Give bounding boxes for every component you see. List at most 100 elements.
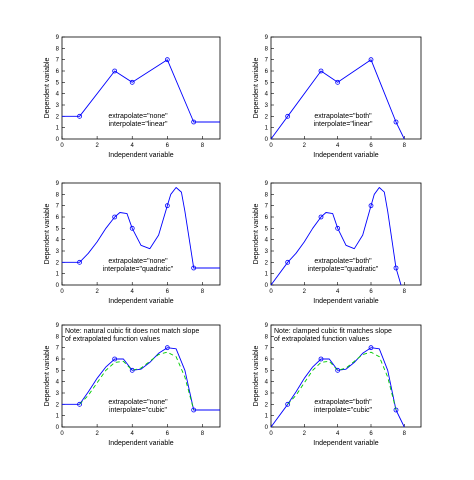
- y-tick-label: 3: [265, 103, 269, 109]
- y-tick-label: 0: [56, 137, 60, 143]
- y-tick-label: 2: [265, 114, 269, 120]
- note-line: of extrapolated function values: [65, 336, 160, 343]
- y-tick-label: 6: [56, 69, 60, 75]
- y-axis-label: Dependent variable: [44, 346, 51, 407]
- y-tick-label: 3: [56, 249, 60, 255]
- y-tick-label: 7: [56, 204, 60, 210]
- y-tick-label: 4: [265, 92, 269, 98]
- annotation-line: extrapolate="both": [314, 399, 372, 406]
- x-tick-label: 6: [166, 289, 170, 295]
- data-marker: [318, 214, 324, 220]
- interpolated-line: [270, 347, 405, 428]
- y-tick-label: 8: [56, 46, 60, 52]
- x-tick-label: 2: [95, 143, 99, 149]
- data-marker: [335, 225, 341, 231]
- chart-panel-1: 0 2 4 6 8 0 1 2 3 4 5 6 7 8 9 Independent variable Depen…: [44, 35, 221, 159]
- x-tick-label: 8: [403, 289, 407, 295]
- x-axis-label: Independent variable: [313, 440, 378, 447]
- x-axis-label: Independent variable: [313, 152, 378, 159]
- y-tick-label: 6: [265, 69, 269, 75]
- data-marker: [77, 401, 82, 407]
- y-tick-label: 6: [265, 215, 269, 221]
- data-marker: [368, 57, 374, 63]
- y-tick-label: 7: [56, 58, 60, 64]
- y-tick-label: 9: [56, 35, 60, 41]
- x-tick-label: 6: [369, 289, 373, 295]
- y-tick-label: 1: [265, 414, 269, 420]
- x-tick-label: 0: [60, 431, 64, 437]
- x-axis-label: Independent variable: [108, 298, 173, 305]
- interpolated-line: [62, 187, 220, 269]
- y-tick-label: 7: [265, 58, 269, 64]
- chart-panel-6: 0 2 4 6 8 0 1 2 3 4 5 6 7 8 9 Independent variable Depen…: [253, 323, 422, 447]
- y-tick-label: 0: [56, 283, 60, 289]
- data-marker: [393, 119, 399, 125]
- y-axis-label: Dependent variable: [44, 58, 51, 119]
- y-tick-label: 1: [56, 414, 60, 420]
- y-tick-label: 6: [265, 357, 269, 363]
- chart-panel-2: 0 2 4 6 8 0 1 2 3 4 5 6 7 8 9 Independent variable Depen…: [253, 35, 422, 159]
- y-tick-label: 8: [265, 46, 269, 52]
- annotation-line: extrapolate="none": [108, 399, 168, 406]
- axes-frame: [270, 324, 422, 428]
- note-line: of extrapolated function values: [274, 336, 369, 343]
- y-tick-label: 3: [56, 391, 60, 397]
- data-marker: [77, 259, 82, 265]
- x-tick-label: 0: [269, 143, 273, 149]
- x-tick-label: 8: [403, 431, 407, 437]
- axes-frame: [270, 36, 422, 140]
- x-tick-label: 2: [303, 431, 307, 437]
- y-tick-label: 8: [265, 192, 269, 198]
- y-tick-label: 0: [265, 283, 269, 289]
- y-tick-label: 4: [265, 238, 269, 244]
- data-marker: [191, 265, 197, 271]
- annotation-line: extrapolate="both": [314, 113, 372, 120]
- interpolated-line: [270, 59, 405, 140]
- data-marker: [164, 57, 170, 63]
- x-tick-label: 0: [60, 143, 64, 149]
- y-tick-label: 1: [56, 126, 60, 132]
- annotation-line: interpolate="cubic": [109, 407, 168, 414]
- chart-panel-4: 0 2 4 6 8 0 1 2 3 4 5 6 7 8 9 Independent variable Depen…: [253, 181, 422, 305]
- x-tick-label: 2: [95, 431, 99, 437]
- data-marker: [393, 407, 399, 413]
- y-tick-label: 8: [56, 334, 60, 340]
- interpolated-line: [62, 59, 220, 123]
- x-tick-label: 6: [166, 143, 170, 149]
- y-tick-label: 4: [265, 380, 269, 386]
- y-tick-label: 5: [56, 226, 60, 232]
- x-tick-label: 6: [369, 143, 373, 149]
- y-tick-label: 7: [56, 346, 60, 352]
- data-marker: [285, 113, 291, 119]
- y-tick-label: 2: [265, 402, 269, 408]
- data-marker: [368, 345, 374, 351]
- chart-panel-5: 0 2 4 6 8 0 1 2 3 4 5 6 7 8 9 Independent variable Depen…: [44, 323, 221, 447]
- x-axis-label: Independent variable: [313, 298, 378, 305]
- y-tick-label: 4: [56, 92, 60, 98]
- x-tick-label: 6: [166, 431, 170, 437]
- axes-frame: [61, 182, 221, 286]
- x-tick-label: 0: [269, 289, 273, 295]
- y-tick-label: 8: [56, 192, 60, 198]
- y-tick-label: 9: [265, 181, 269, 187]
- data-marker: [335, 79, 341, 85]
- x-tick-label: 4: [131, 289, 135, 295]
- y-tick-label: 1: [265, 272, 269, 278]
- y-tick-label: 2: [56, 114, 60, 120]
- y-tick-label: 9: [56, 323, 60, 329]
- y-tick-label: 3: [265, 391, 269, 397]
- note-line: Note: clamped cubic fit matches slope: [274, 328, 392, 335]
- data-marker: [112, 214, 118, 220]
- data-marker: [164, 203, 170, 209]
- x-tick-label: 4: [131, 431, 135, 437]
- y-tick-label: 8: [265, 334, 269, 340]
- y-tick-label: 5: [265, 368, 269, 374]
- annotation-line: interpolate="quadratic": [103, 266, 174, 273]
- y-tick-label: 3: [56, 103, 60, 109]
- y-tick-label: 9: [265, 35, 269, 41]
- data-marker: [164, 345, 170, 351]
- x-axis-label: Independent variable: [108, 152, 173, 159]
- y-tick-label: 4: [56, 380, 60, 386]
- data-marker: [318, 356, 324, 362]
